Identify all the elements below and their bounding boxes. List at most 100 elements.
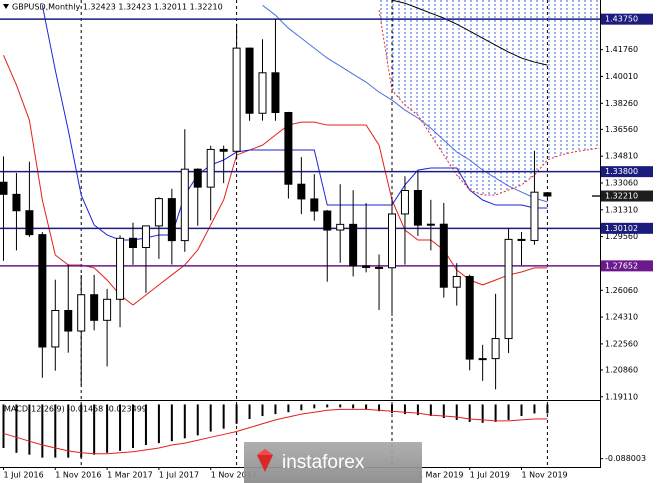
macd-bar — [196, 404, 199, 436]
level-box — [601, 13, 653, 25]
macd-bar — [183, 404, 186, 439]
candle-body — [12, 193, 21, 212]
macd-bar — [41, 404, 44, 458]
indicator-line — [41, 5, 548, 241]
x-tick-label: 1 Jul 2016 — [4, 471, 44, 480]
macd-bar — [403, 404, 406, 415]
macd-bar — [2, 404, 5, 448]
candle-body — [336, 223, 345, 231]
x-tick-label: 1 Mar 2017 — [107, 471, 153, 480]
macd-bar — [520, 404, 523, 417]
candle-body — [103, 298, 112, 321]
front-layer — [0, 18, 600, 455]
y-tick-label: -0.088003 — [605, 454, 646, 463]
candle-body — [219, 148, 228, 152]
candle-body — [232, 47, 241, 152]
macd-bar — [209, 404, 212, 432]
macd-bar — [93, 404, 96, 455]
candle-body — [25, 210, 34, 236]
macd-bar — [274, 404, 277, 415]
x-tick-label: 1 Jul 2019 — [470, 471, 510, 480]
candle-body — [504, 238, 513, 340]
macd-bar — [352, 404, 355, 409]
y-tick-label: 1.26060 — [605, 286, 638, 295]
macd-bar — [248, 404, 251, 419]
candle-body — [245, 47, 254, 114]
macd-bar — [80, 404, 83, 458]
candle-body — [310, 198, 319, 212]
candle-body — [90, 294, 99, 321]
candle-body — [375, 266, 384, 269]
y-tick-label: 1.34810 — [605, 152, 638, 161]
macd-bar — [365, 404, 368, 410]
macd-bar — [15, 404, 18, 453]
y-tick-label: 1.31310 — [605, 205, 638, 214]
y-tick-label: 1.29560 — [605, 232, 638, 241]
candle-body — [491, 338, 500, 360]
level-label: 1.30102 — [605, 224, 638, 233]
candle-body — [465, 275, 474, 360]
indicator-title: MACD(12,26,9) -0.01458 -0.023499 — [4, 405, 147, 414]
macd-bar — [144, 404, 147, 446]
macd-bar — [339, 404, 342, 408]
y-tick-label: 1.20860 — [605, 365, 638, 374]
candle-body — [154, 198, 163, 227]
level-box — [601, 166, 653, 178]
watermark-icon-top — [257, 449, 273, 455]
y-tick-label: 1.36560 — [605, 125, 638, 134]
watermark-text: instaforex — [282, 452, 365, 473]
candle-body — [193, 168, 202, 188]
macd-bar — [300, 404, 303, 411]
macd-bar — [326, 404, 329, 408]
watermark: instaforex — [244, 442, 422, 483]
candle-body — [478, 358, 487, 361]
candle-body — [180, 168, 189, 242]
candle-body — [38, 234, 47, 348]
x-tick-label: 1 Nov 2016 — [55, 471, 101, 480]
candle-body — [530, 191, 539, 241]
watermark-box — [244, 442, 422, 483]
chart-title: GBPUSD,Monthly 1.32423 1.32423 1.32011 1… — [12, 3, 223, 12]
y-tick-label: 1.38260 — [605, 99, 638, 108]
level-box — [601, 222, 653, 234]
macd-bar — [287, 404, 290, 413]
macd-bar — [468, 404, 471, 422]
candle-body — [167, 198, 176, 242]
candle-body — [517, 238, 526, 241]
candle-body — [258, 72, 267, 114]
x-tick-label: 1 Mar 2019 — [418, 471, 464, 480]
macd-bar — [261, 404, 264, 417]
macd-bar — [494, 404, 497, 422]
x-tick-label: 1 Nov 2017 — [211, 471, 257, 480]
candle-body — [388, 213, 396, 269]
candle-body — [323, 210, 332, 231]
y-tick-label: 1.40010 — [605, 72, 638, 81]
candle-body — [426, 223, 435, 226]
candle-body — [400, 189, 409, 215]
indicator-line — [391, 0, 548, 66]
candle-body — [0, 181, 8, 195]
candle-body — [141, 225, 150, 249]
y-tick-label: 1.41760 — [605, 45, 638, 54]
macd-bar — [132, 404, 134, 448]
candle-body — [413, 189, 422, 226]
y-tick-label: 1.22560 — [605, 339, 638, 348]
macd-bar — [170, 404, 173, 442]
candle-body — [64, 309, 73, 332]
candle-body — [543, 192, 552, 197]
macd-bar — [106, 404, 109, 453]
x-tick-label: 1 Nov 2019 — [522, 471, 568, 480]
macd-bar — [391, 404, 393, 414]
macd-bar — [119, 404, 122, 451]
macd-bar — [157, 404, 160, 444]
cloud-area — [379, 0, 600, 195]
indicator-line — [262, 4, 548, 203]
level-box — [601, 260, 653, 272]
y-tick-label: 1.19110 — [605, 392, 638, 401]
level-label: 1.43750 — [605, 15, 638, 24]
x-tick-label: 1 Jul 2017 — [159, 471, 199, 480]
cloud-line — [378, 10, 600, 196]
candle-body — [271, 72, 280, 113]
